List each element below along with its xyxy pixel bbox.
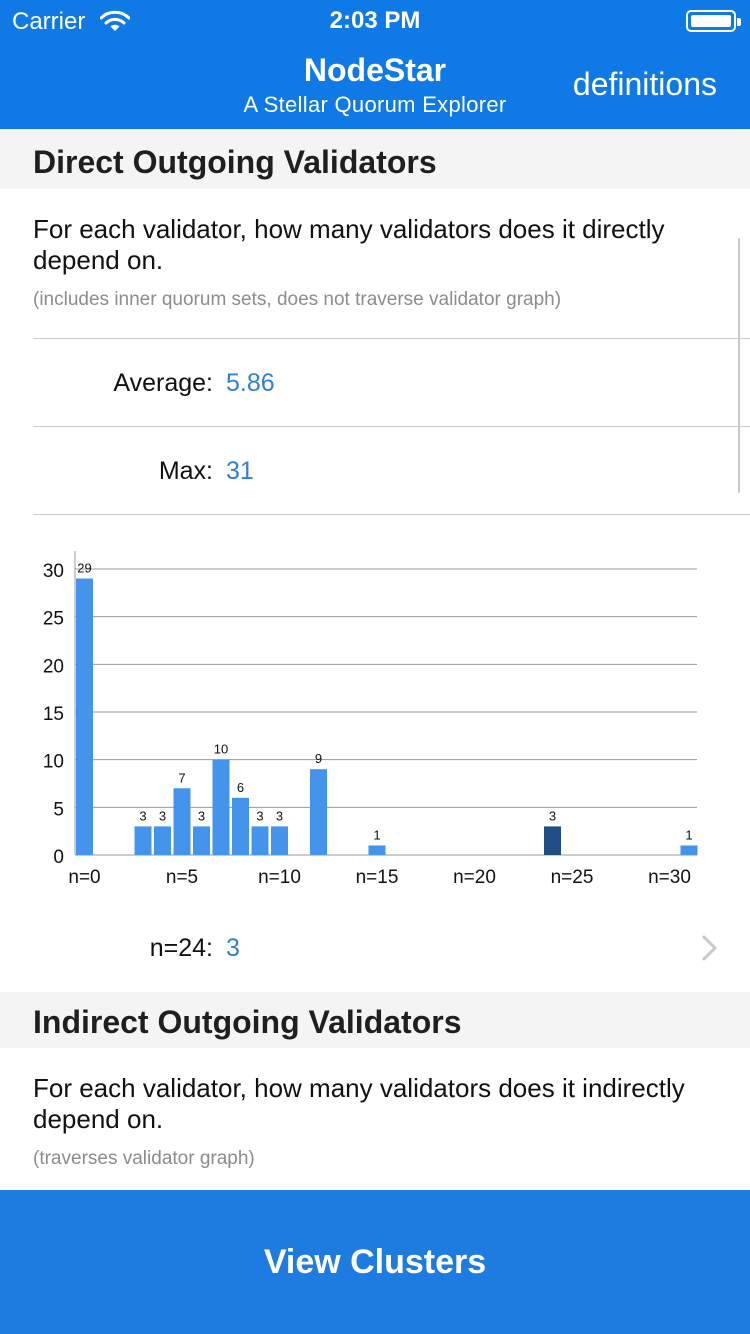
- y-tick-label: 0: [53, 847, 64, 868]
- bar-value-label: 3: [549, 808, 556, 823]
- histogram-bar[interactable]: [134, 826, 152, 855]
- chevron-right-icon[interactable]: [700, 934, 720, 962]
- y-tick-label: 30: [43, 561, 64, 582]
- divider: [33, 426, 750, 427]
- bar-value-label: 7: [178, 770, 185, 785]
- y-tick-label: 15: [43, 704, 64, 725]
- bar-value-label: 6: [237, 780, 244, 795]
- bar-value-label: 10: [214, 742, 228, 757]
- y-tick-label: 25: [43, 609, 64, 630]
- battery-icon: [686, 10, 741, 32]
- x-tick-label: n=30: [648, 867, 691, 888]
- x-tick-label: n=5: [166, 867, 198, 888]
- x-tick-label: n=20: [453, 867, 496, 888]
- histogram-bar[interactable]: [271, 826, 288, 855]
- navigation-bar: Carrier 2:03 PM NodeStar A Stellar Quoru…: [0, 0, 750, 129]
- histogram-bar[interactable]: [76, 578, 93, 855]
- histogram-bar[interactable]: [173, 788, 191, 855]
- selected-bar-value: 3: [226, 934, 240, 962]
- definitions-button[interactable]: definitions: [572, 66, 717, 102]
- carrier-label: Carrier: [12, 8, 86, 35]
- histogram-bar[interactable]: [310, 769, 327, 855]
- scroll-indicator[interactable]: [738, 238, 740, 493]
- histogram-bar[interactable]: [154, 826, 171, 855]
- view-clusters-button[interactable]: View Clusters: [0, 1190, 750, 1334]
- max-label: Max:: [158, 457, 213, 485]
- x-tick-label: n=0: [68, 867, 100, 888]
- indirect-note: (traverses validator graph): [33, 1148, 255, 1169]
- wifi-icon: [100, 10, 130, 31]
- y-tick-label: 20: [43, 656, 64, 677]
- histogram-bar[interactable]: [680, 845, 698, 855]
- divider: [33, 338, 750, 339]
- y-tick-label: 10: [43, 752, 64, 773]
- app-title: NodeStar: [303, 52, 447, 88]
- x-tick-label: n=15: [356, 867, 399, 888]
- bar-value-label: 3: [139, 808, 146, 823]
- bar-value-label: 3: [276, 808, 283, 823]
- divider: [33, 514, 750, 515]
- bar-value-label: 9: [315, 751, 322, 766]
- direct-note: (includes inner quorum sets, does not tr…: [33, 289, 562, 310]
- bar-value-label: 29: [77, 561, 91, 576]
- bar-value-label: 1: [685, 827, 692, 842]
- status-bar: Carrier 2:03 PM: [0, 0, 750, 40]
- clock: 2:03 PM: [329, 7, 421, 34]
- histogram-bar[interactable]: [232, 797, 249, 855]
- bar-value-label: 3: [159, 808, 166, 823]
- max-value: 31: [226, 457, 254, 485]
- average-label: Average:: [113, 369, 213, 397]
- direct-description: For each validator, how many validators …: [33, 214, 665, 275]
- bar-value-label: 1: [373, 827, 380, 842]
- histogram-bar[interactable]: [212, 759, 230, 855]
- direct-section-header: Direct Outgoing Validators: [0, 129, 750, 189]
- y-tick-label: 5: [53, 799, 64, 820]
- x-tick-label: n=10: [258, 867, 301, 888]
- indirect-description: For each validator, how many validators …: [33, 1073, 685, 1134]
- histogram-bar[interactable]: [544, 826, 561, 855]
- x-tick-label: n=25: [551, 867, 594, 888]
- histogram-bar[interactable]: [368, 845, 386, 855]
- indirect-section-header: Indirect Outgoing Validators: [0, 992, 750, 1048]
- histogram-bar[interactable]: [251, 826, 269, 855]
- average-value: 5.86: [226, 369, 275, 397]
- histogram-bar[interactable]: [193, 826, 210, 855]
- app-subtitle: A Stellar Quorum Explorer: [243, 92, 507, 117]
- bar-value-label: 3: [198, 808, 205, 823]
- bar-value-label: 3: [256, 808, 263, 823]
- selected-bar-label: n=24:: [149, 934, 213, 962]
